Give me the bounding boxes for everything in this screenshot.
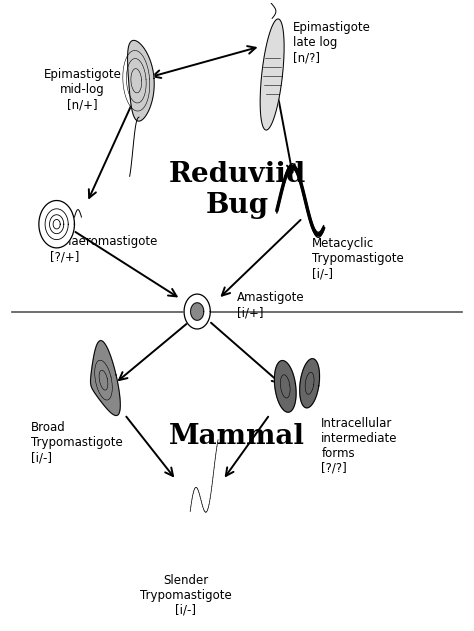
- Polygon shape: [91, 341, 120, 415]
- Text: Metacyclic
Trypomastigote
[i/-]: Metacyclic Trypomastigote [i/-]: [312, 237, 404, 280]
- Text: Reduviid
Bug: Reduviid Bug: [168, 161, 306, 219]
- Text: Slender
Trypomastigote
[i/-]: Slender Trypomastigote [i/-]: [140, 574, 231, 616]
- Polygon shape: [260, 19, 284, 130]
- Polygon shape: [300, 358, 319, 408]
- Polygon shape: [39, 201, 74, 248]
- Text: Intracellular
intermediate
forms
[?/?]: Intracellular intermediate forms [?/?]: [321, 416, 398, 475]
- Text: Epimastigote
late log
[n/?]: Epimastigote late log [n/?]: [293, 21, 371, 64]
- Polygon shape: [128, 40, 154, 121]
- Text: Mammal: Mammal: [169, 423, 305, 450]
- Text: Broad
Trypomastigote
[i/-]: Broad Trypomastigote [i/-]: [31, 421, 123, 464]
- Polygon shape: [184, 294, 210, 329]
- Polygon shape: [191, 303, 204, 321]
- Text: Sphaeromastigote
[?/+]: Sphaeromastigote [?/+]: [50, 235, 158, 263]
- Text: Amastigote
[i/+]: Amastigote [i/+]: [237, 292, 305, 319]
- Polygon shape: [274, 360, 296, 412]
- Text: Epimastigote
mid-log
[n/+]: Epimastigote mid-log [n/+]: [44, 68, 121, 111]
